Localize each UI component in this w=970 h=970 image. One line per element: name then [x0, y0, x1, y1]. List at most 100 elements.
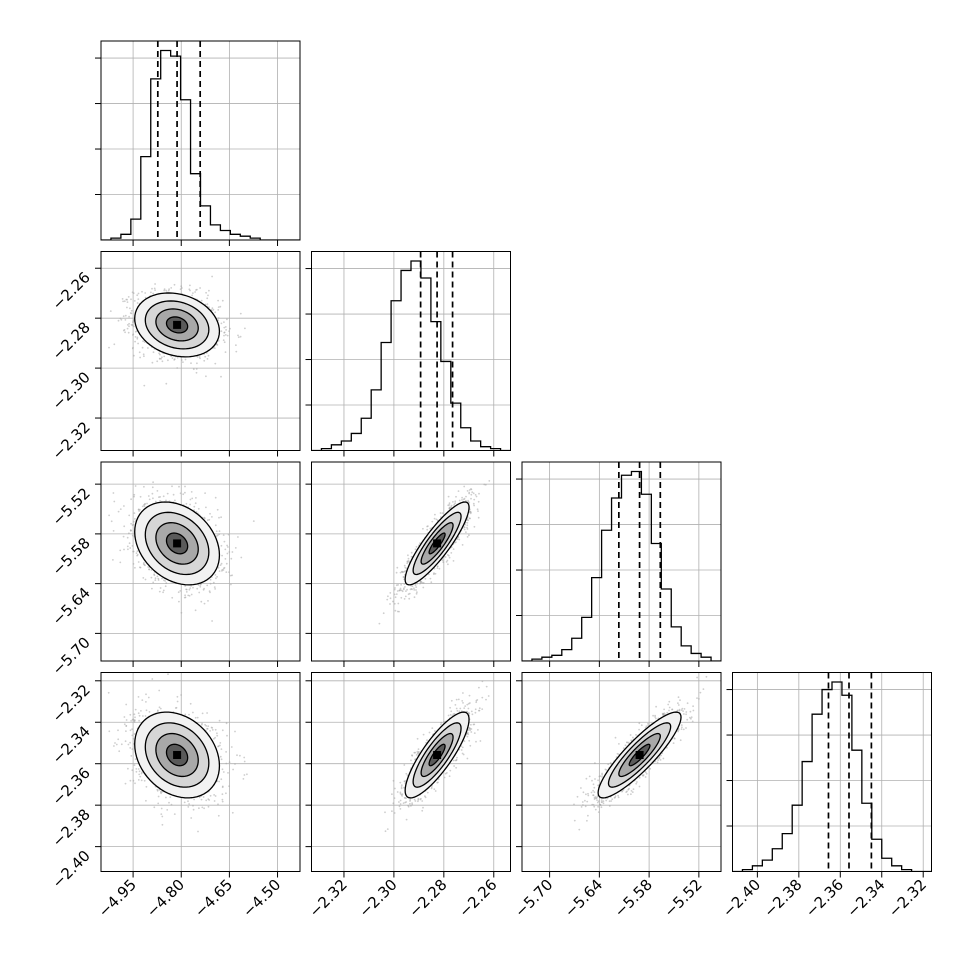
sample-point — [213, 586, 216, 588]
sample-point — [148, 498, 151, 501]
sample-point — [130, 720, 132, 722]
sample-point — [132, 550, 135, 553]
sample-point — [469, 729, 471, 732]
sample-point — [228, 761, 231, 764]
sample-point — [130, 298, 132, 301]
sample-point — [188, 713, 190, 716]
sample-point — [434, 790, 437, 792]
sample-point — [481, 696, 484, 699]
plot-area — [107, 673, 248, 833]
sample-point — [679, 699, 681, 702]
sample-point — [414, 584, 417, 587]
sample-point — [178, 600, 180, 603]
plot-area — [101, 41, 300, 240]
sample-point — [617, 794, 619, 797]
sample-point — [142, 715, 144, 717]
sample-point — [133, 720, 136, 722]
panel-frame — [100, 251, 301, 451]
sample-point — [462, 692, 464, 694]
sample-point — [580, 787, 582, 789]
sample-point — [180, 611, 183, 614]
sample-point — [132, 779, 135, 782]
sample-point — [243, 760, 246, 763]
sample-point — [223, 341, 226, 344]
sample-point — [204, 723, 206, 726]
sample-point — [656, 761, 659, 764]
sample-point — [460, 710, 463, 712]
contour-line — [618, 732, 661, 778]
sample-point — [125, 719, 128, 721]
sample-point — [227, 772, 229, 774]
plot-area — [522, 462, 721, 661]
sample-point — [198, 356, 201, 358]
sample-point — [394, 609, 397, 612]
sample-point — [137, 779, 140, 781]
sample-point — [151, 287, 153, 290]
sample-point — [597, 800, 600, 803]
sample-point — [193, 505, 196, 508]
sample-point — [399, 803, 402, 805]
sample-point — [129, 747, 132, 749]
sample-point — [629, 734, 632, 736]
contour-line — [165, 316, 189, 334]
sample-point — [222, 771, 225, 773]
sample-point — [677, 704, 680, 706]
sample-point — [225, 571, 228, 573]
sample-point — [133, 493, 136, 496]
sample-point — [225, 329, 227, 331]
sample-point — [705, 675, 708, 678]
sample-point — [403, 764, 406, 766]
sample-point — [207, 354, 210, 357]
sample-point — [161, 360, 164, 363]
sample-point — [456, 709, 459, 712]
sample-point — [143, 341, 146, 343]
sample-point — [422, 586, 425, 589]
sample-point — [463, 707, 466, 709]
sample-point — [125, 725, 128, 727]
sample-point — [223, 566, 226, 569]
sample-point — [452, 713, 455, 715]
sample-point — [217, 814, 220, 817]
sample-point — [581, 801, 584, 803]
sample-point — [187, 806, 190, 808]
sample-point — [470, 497, 472, 500]
sample-point — [477, 729, 479, 731]
sample-point — [216, 732, 218, 735]
sample-point — [668, 706, 671, 709]
sample-point — [596, 801, 599, 804]
sample-point — [466, 490, 469, 492]
sample-point — [147, 347, 149, 349]
sample-point — [177, 591, 180, 594]
sample-point — [433, 517, 436, 520]
sample-point — [452, 759, 455, 762]
x-tick-label: −5.70 — [511, 876, 556, 921]
sample-point — [165, 499, 167, 502]
sample-point — [145, 693, 147, 696]
sample-point — [478, 707, 481, 710]
sample-point — [134, 758, 137, 761]
y-tick-label: −2.36 — [49, 764, 94, 809]
sample-point — [211, 727, 214, 729]
scatter-panel-3-0: −4.95 −4.80 −4.65 −4.50 −2.40−2.38−2.36−2.34… — [49, 672, 301, 921]
sample-point — [211, 620, 213, 622]
sample-point — [205, 506, 207, 509]
sample-point — [194, 291, 196, 293]
sample-point — [219, 305, 222, 308]
sample-point — [129, 307, 131, 310]
sample-point — [671, 708, 674, 711]
sample-point — [121, 298, 124, 300]
sample-point — [393, 593, 396, 596]
sample-point — [477, 510, 479, 512]
sample-point — [463, 497, 466, 500]
sample-point — [596, 799, 598, 801]
sample-point — [129, 547, 132, 549]
sample-point — [185, 502, 188, 505]
grid — [522, 672, 721, 872]
sample-point — [475, 701, 478, 704]
sample-point — [224, 351, 227, 353]
sample-point — [417, 748, 420, 751]
sample-point — [221, 299, 224, 302]
x-tick-label: −2.38 — [760, 876, 805, 921]
sample-point — [134, 518, 136, 520]
